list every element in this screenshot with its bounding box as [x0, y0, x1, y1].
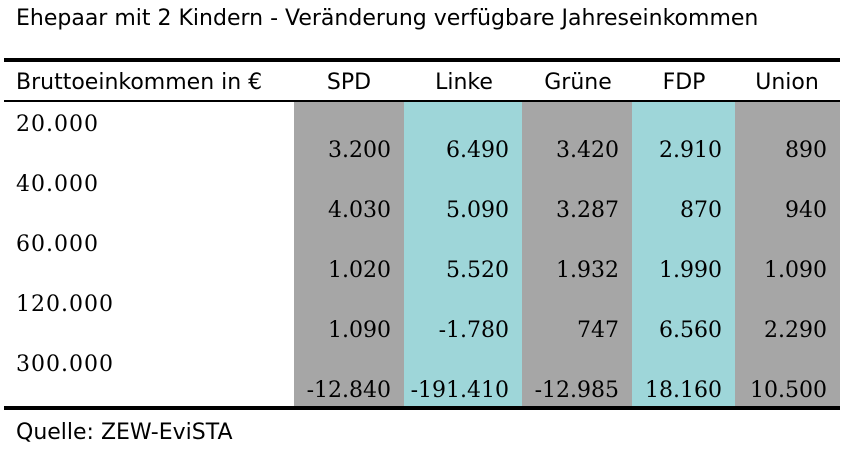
column-background-union: [735, 102, 840, 406]
value-union-row-2: 940: [785, 198, 827, 223]
value-fdp-row-5: 18.160: [645, 378, 722, 403]
value-union-row-5: 10.500: [750, 378, 827, 403]
value-linke-row-5: -191.410: [410, 378, 509, 403]
value-gruene-row-2: 3.287: [556, 198, 619, 223]
header-rule: [4, 100, 840, 102]
value-spd-row-5: -12.840: [306, 378, 391, 403]
income-row-3: 60.000: [16, 232, 99, 257]
header-linke: Linke: [435, 70, 493, 95]
value-union-row-4: 2.290: [764, 318, 827, 343]
value-linke-row-3: 5.520: [446, 258, 509, 283]
value-spd-row-3: 1.020: [328, 258, 391, 283]
value-fdp-row-1: 2.910: [659, 138, 722, 163]
header-bruttoeinkommen: Bruttoeinkommen in €: [16, 70, 263, 95]
value-union-row-1: 890: [785, 138, 827, 163]
value-union-row-3: 1.090: [764, 258, 827, 283]
column-background-fdp: [632, 102, 735, 406]
source-note: Quelle: ZEW-EviSTA: [16, 420, 233, 445]
income-row-1: 20.000: [16, 112, 99, 137]
bottom-rule: [4, 406, 840, 410]
value-linke-row-2: 5.090: [446, 198, 509, 223]
value-spd-row-4: 1.090: [328, 318, 391, 343]
column-background-gruene: [522, 102, 632, 406]
income-row-5: 300.000: [16, 352, 114, 377]
column-background-spd: [294, 102, 404, 406]
value-linke-row-4: -1.780: [438, 318, 509, 343]
value-gruene-row-1: 3.420: [556, 138, 619, 163]
top-rule: [4, 58, 840, 62]
income-row-4: 120.000: [16, 292, 114, 317]
header-gruene: Grüne: [544, 70, 612, 95]
header-union: Union: [755, 70, 819, 95]
table-title: Ehepaar mit 2 Kindern - Veränderung verf…: [16, 6, 759, 31]
value-gruene-row-3: 1.932: [556, 258, 619, 283]
income-row-2: 40.000: [16, 172, 99, 197]
column-background-linke: [404, 102, 522, 406]
value-spd-row-1: 3.200: [328, 138, 391, 163]
header-fdp: FDP: [662, 70, 706, 95]
value-fdp-row-3: 1.990: [659, 258, 722, 283]
value-spd-row-2: 4.030: [328, 198, 391, 223]
value-gruene-row-5: -12.985: [534, 378, 619, 403]
value-linke-row-1: 6.490: [446, 138, 509, 163]
value-gruene-row-4: 747: [577, 318, 619, 343]
header-spd: SPD: [326, 70, 372, 95]
value-fdp-row-4: 6.560: [659, 318, 722, 343]
value-fdp-row-2: 870: [680, 198, 722, 223]
